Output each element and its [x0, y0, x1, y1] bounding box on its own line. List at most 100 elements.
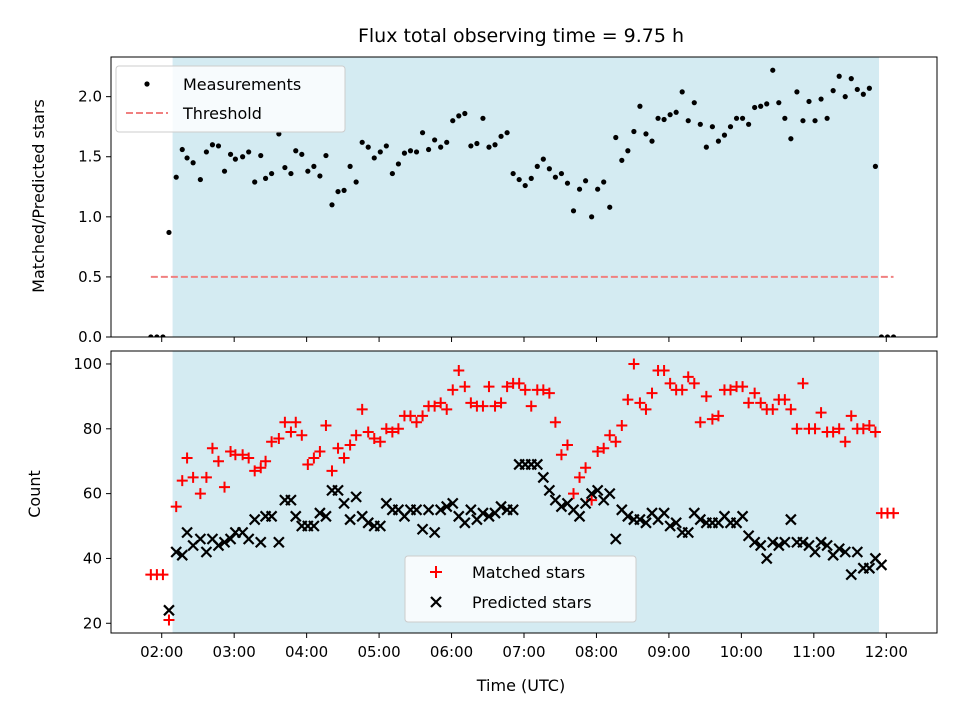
matched-stars-point	[429, 400, 441, 412]
predicted-stars-point	[465, 504, 477, 516]
predicted-stars-point	[821, 539, 833, 552]
measurements-point	[252, 179, 258, 185]
matched-stars-point	[411, 416, 423, 428]
predicted-stars-point	[863, 562, 876, 574]
x-tick-label: 12:00	[865, 643, 908, 661]
predicted-stars-point	[766, 536, 779, 549]
predicted-stars-point	[428, 526, 441, 539]
matched-stars-point	[290, 416, 302, 428]
measurements-point	[806, 98, 812, 105]
matched-stars-point	[273, 433, 285, 445]
measurements-point	[444, 139, 450, 145]
predicted-stars-point	[459, 517, 471, 529]
matched-stars-point	[392, 423, 404, 435]
predicted-stars-point	[640, 517, 652, 529]
measurements-point	[709, 124, 715, 130]
matched-stars-point	[495, 397, 507, 409]
measurements-point	[818, 96, 824, 102]
predicted-stars-point	[634, 513, 646, 526]
measurements-point	[679, 89, 685, 95]
predicted-stars-point	[495, 500, 507, 513]
measurements-point	[401, 150, 408, 156]
predicted-stars-point	[350, 491, 362, 503]
measurements-point	[872, 163, 879, 169]
matched-stars-point	[797, 377, 809, 389]
predicted-stars-point	[254, 536, 267, 549]
predicted-stars-point	[194, 533, 207, 545]
measurements-point	[564, 180, 571, 186]
matched-stars-point	[574, 471, 586, 483]
bottom-y-tick-label: 20	[83, 614, 102, 632]
matched-stars-point	[628, 358, 640, 370]
matched-stars-point	[616, 420, 628, 432]
measurements-point	[607, 204, 613, 210]
measurements-point	[425, 146, 432, 153]
predicted-stars-point	[555, 500, 568, 513]
predicted-stars-point	[543, 484, 556, 497]
matched-stars-point	[543, 387, 555, 399]
matched-stars-point	[176, 475, 188, 487]
measurements-point	[258, 152, 264, 159]
predicted-stars-point	[736, 510, 749, 523]
measurements-point	[468, 143, 474, 149]
measurements-point	[794, 89, 800, 95]
measurements-point	[534, 163, 540, 169]
matched-stars-point	[682, 371, 694, 383]
measurements-point	[824, 115, 830, 121]
measurements-point	[746, 121, 752, 127]
measurements-point	[504, 130, 510, 136]
matched-stars-point	[302, 458, 314, 470]
measurements-point	[438, 144, 444, 150]
predicted-stars-point	[308, 520, 320, 532]
top-y-tick-label: 0.5	[78, 268, 102, 286]
matched-stars-point	[344, 439, 356, 451]
tick-layer: 0.0 0.5 1.0 1.5 2.0 20 40 60 80 100 02:00 03:00 04:0…	[73, 88, 908, 661]
predicted-stars-point	[273, 536, 285, 549]
measurements-point	[335, 188, 341, 195]
predicted-stars-point	[416, 523, 429, 536]
legend-marker-measurements	[144, 81, 150, 87]
measurements-point	[197, 176, 203, 183]
measurements-point	[540, 156, 546, 162]
measurements-point	[601, 179, 607, 185]
measurements-point	[419, 130, 426, 136]
predicted-stars-point	[248, 513, 261, 526]
measurements-point	[691, 100, 697, 106]
measurements-point	[299, 151, 305, 157]
matched-stars-point	[314, 445, 326, 457]
measurements-point	[221, 168, 228, 174]
matched-stars-point	[833, 423, 845, 435]
predicted-stars-point	[289, 510, 302, 523]
matched-stars-point	[513, 377, 525, 389]
measurements-point	[305, 168, 311, 174]
matched-stars-point	[441, 403, 453, 415]
measurements-point	[317, 173, 323, 179]
matched-stars-point	[417, 410, 429, 422]
measurements-point	[878, 334, 885, 337]
predicted-stars-point	[839, 546, 851, 558]
bottom-y-tick-label: 60	[83, 485, 102, 503]
measurements-point	[643, 131, 649, 137]
predicted-stars-point	[845, 568, 858, 581]
predicted-stars-point	[170, 546, 182, 558]
measurements-point	[293, 148, 299, 154]
matched-stars-point	[555, 449, 567, 461]
predicted-stars-point	[591, 484, 604, 497]
top-legend: Measurements Threshold	[115, 65, 346, 133]
measurements-point	[576, 186, 583, 192]
measurements-point	[456, 113, 462, 119]
matched-stars-point	[857, 423, 869, 435]
predicted-stars-point	[446, 497, 459, 510]
matched-stars-point	[598, 442, 610, 454]
matched-stars-point	[827, 426, 839, 438]
top-y-tick-label: 0.0	[78, 328, 102, 346]
legend-marker-predicted-stars	[430, 596, 442, 608]
predicted-stars-point	[694, 513, 707, 526]
measurements-point	[625, 148, 631, 154]
predicted-stars-point	[579, 497, 592, 510]
matched-stars-point	[279, 416, 291, 428]
predicted-stars-point	[285, 494, 297, 506]
measurements-point	[703, 144, 709, 150]
measurements-point	[389, 170, 395, 177]
